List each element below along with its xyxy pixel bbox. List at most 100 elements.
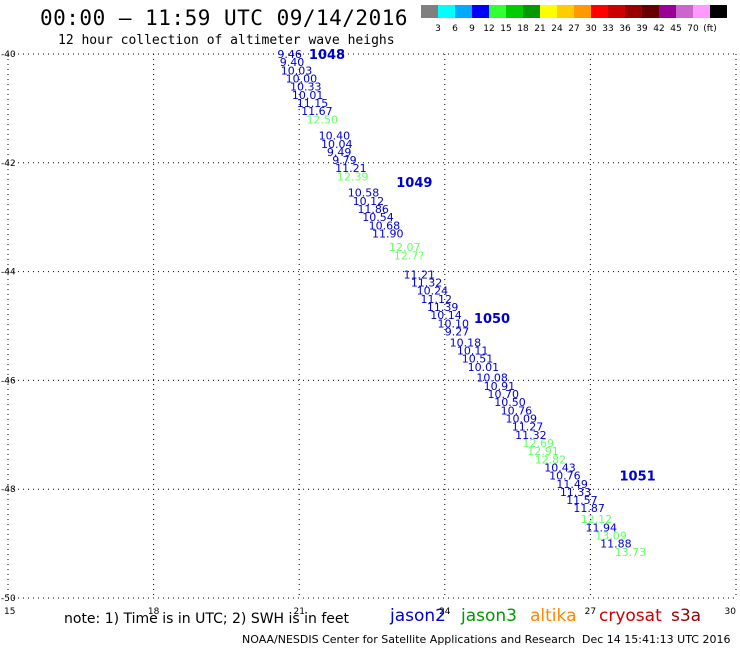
y-tick-label: -46 — [1, 376, 16, 386]
scale-swatch — [693, 5, 710, 18]
scale-swatch — [523, 5, 540, 18]
y-tick-label: -50 — [1, 594, 16, 604]
data-point-jason2: 10.01 — [468, 361, 500, 374]
data-point-jason2: 9.40 — [280, 56, 305, 69]
data-point-jason2: 10.12 — [353, 195, 385, 208]
scale-swatch — [506, 5, 523, 18]
y-tick-label: -40 — [1, 50, 16, 60]
legend-jason3: jason3 — [461, 606, 517, 626]
x-tick-label: 15 — [4, 607, 15, 617]
data-point-jason2: 11.57 — [566, 494, 598, 507]
data-point-jason2: 10.51 — [462, 353, 494, 366]
note-text: note: 1) Time is in UTC; 2) SWH is in fe… — [64, 611, 350, 627]
scale-label: 36 — [619, 24, 631, 34]
scale-swatch — [421, 5, 438, 18]
data-point-jason2: 11.90 — [372, 228, 404, 241]
data-point-jason2: 10.68 — [369, 219, 401, 232]
scale-label: 9 — [469, 24, 475, 34]
data-point-jason2: 11.12 — [421, 293, 453, 306]
data-point-jason2: 10.09 — [505, 412, 537, 425]
data-point-jason2: 10.33 — [290, 81, 322, 94]
data-point-jason2: 11.67 — [301, 105, 333, 118]
data-point-jason2: 11.49 — [556, 478, 588, 491]
y-tick-label: -42 — [1, 159, 16, 169]
data-point-jason2: 10.91 — [484, 380, 516, 393]
legend-jason2: jason2 — [390, 606, 446, 626]
data-point-jason3: 12.82 — [535, 453, 567, 466]
y-tick-label: -44 — [1, 268, 16, 278]
y-tick-label: -48 — [1, 485, 16, 495]
data-point-jason2: 11.94 — [586, 521, 618, 534]
time-marker-label: 1050 — [474, 312, 510, 327]
scale-label: 42 — [653, 24, 664, 34]
scale-swatch — [455, 5, 472, 18]
timestamp-text: Dec 14 15:41:13 UTC 2016 — [582, 633, 731, 646]
scale-label: 39 — [636, 24, 648, 34]
scale-swatch — [642, 5, 659, 18]
data-point-jason2: 10.08 — [476, 372, 508, 385]
data-point-jason2: 11.39 — [427, 301, 459, 314]
data-point-jason2: 9.79 — [332, 154, 357, 167]
color-scale-legend: 3 6 9 12 15 18 21 24 27 30 33 36 39 42 45 70 (ft) — [421, 5, 727, 34]
scale-label: 12 — [483, 24, 494, 34]
scale-swatch — [438, 5, 455, 18]
data-point-jason2: 10.11 — [457, 344, 489, 357]
data-point-jason2: 10.14 — [430, 309, 462, 322]
data-point-jason2: 9.46 — [277, 48, 302, 61]
scale-swatch — [574, 5, 591, 18]
time-marker-label: 1049 — [396, 176, 432, 191]
scale-swatch — [676, 5, 693, 18]
data-point-jason2: 10.00 — [286, 72, 318, 85]
x-tick-label: 27 — [585, 607, 596, 617]
scale-label: 70 — [687, 24, 699, 34]
data-point-jason2: 10.24 — [417, 285, 449, 298]
legend-altika: altika — [530, 606, 577, 626]
scale-label: 3 — [435, 24, 441, 34]
scale-label: 18 — [517, 24, 529, 34]
scale-label: 21 — [534, 24, 545, 34]
data-point-jason3: 12.91 — [527, 445, 559, 458]
data-point-jason2: 10.50 — [494, 396, 525, 409]
scale-label: 6 — [452, 24, 458, 34]
data-point-jason2: 11.21 — [404, 268, 436, 281]
scale-swatch — [625, 5, 642, 18]
data-point-jason3: 13.09 — [595, 529, 627, 542]
data-point-jason2: 10.01 — [292, 89, 324, 102]
data-point-jason2: 11.33 — [560, 486, 592, 499]
data-point-jason3: 13.73 — [615, 546, 647, 559]
scale-swatch — [557, 5, 574, 18]
scale-label: 15 — [500, 24, 511, 34]
scale-swatch — [608, 5, 625, 18]
data-point-jason3: 12.50 — [306, 113, 338, 126]
data-point-jason3: 12.07 — [389, 241, 421, 254]
scale-label: 45 — [670, 24, 681, 34]
scale-swatch — [489, 5, 506, 18]
data-point-jason2: 10.76 — [549, 470, 581, 483]
data-point-jason2: 10.40 — [319, 130, 351, 143]
data-point-jason3: 12.12 — [581, 513, 613, 526]
data-point-jason2: 10.76 — [501, 404, 533, 417]
data-point-jason2: 9.49 — [327, 146, 352, 159]
credit-text: NOAA/NESDIS Center for Satellite Applica… — [242, 633, 576, 646]
page-title: 00:00 – 11:59 UTC 09/14/2016 — [40, 6, 409, 30]
data-point-jason3: 12.39 — [337, 170, 369, 183]
time-marker-label: 1048 — [309, 48, 345, 63]
time-marker-label: 1051 — [620, 470, 656, 485]
data-point-jason3: 12.7? — [394, 249, 424, 262]
data-point-jason2: 10.04 — [321, 138, 353, 151]
scale-swatch — [591, 5, 608, 18]
data-point-jason2: 10.03 — [281, 64, 313, 77]
legend-cryosat: cryosat — [599, 606, 662, 626]
data-point-jason3: 12.69 — [522, 437, 554, 450]
legend-s3a: s3a — [671, 606, 702, 626]
scale-label: (ft) — [703, 24, 717, 34]
data-point-jason2: 10.10 — [438, 317, 470, 330]
scale-label: 27 — [568, 24, 579, 34]
x-tick-label: 18 — [148, 607, 160, 617]
data-point-jason2: 10.18 — [450, 336, 482, 349]
page-subtitle: 12 hour collection of altimeter wave hei… — [58, 33, 395, 48]
data-point-jason2: 11.32 — [515, 429, 547, 442]
data-point-jason2: 11.21 — [335, 162, 367, 175]
scale-swatch — [540, 5, 557, 18]
data-point-jason2: 10.70 — [488, 388, 520, 401]
